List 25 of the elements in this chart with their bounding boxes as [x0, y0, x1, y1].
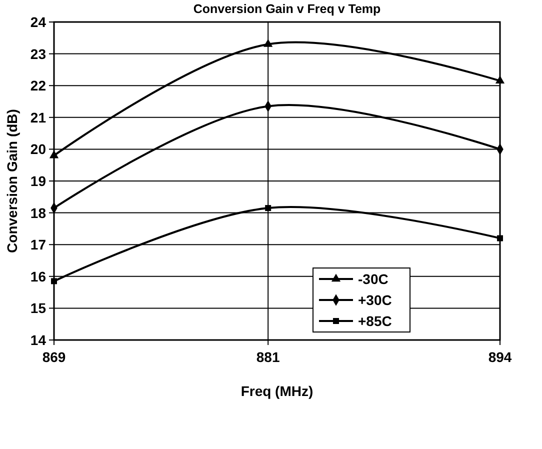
y-tick-label: 22: [30, 78, 46, 94]
x-axis-title: Freq (MHz): [240, 383, 314, 399]
y-tick-label: 14: [30, 332, 46, 348]
legend-label: +30C: [358, 292, 392, 308]
x-tick-label: 881: [256, 349, 280, 365]
legend-label: -30C: [358, 271, 388, 287]
point: [51, 278, 57, 284]
y-tick-label: 16: [30, 268, 46, 284]
y-tick-label: 15: [30, 300, 46, 316]
x-tick-label: 869: [42, 349, 66, 365]
y-tick-label: 23: [30, 46, 46, 62]
legend-label: +85C: [358, 313, 392, 329]
x-tick-label: 894: [488, 349, 512, 365]
point: [265, 205, 272, 212]
y-tick-label: 20: [30, 141, 46, 158]
y-tick-label: 24: [30, 14, 46, 30]
chart-title: Conversion Gain v Freq v Temp: [193, 2, 382, 16]
y-tick-label: 17: [30, 236, 46, 253]
y-tick-label: 19: [30, 173, 46, 189]
y-axis-title: Conversion Gain (dB): [4, 109, 20, 253]
y-tick-label: 18: [30, 204, 46, 221]
point: [264, 38, 273, 47]
point: [497, 235, 503, 242]
y-tick-label: 21: [30, 109, 46, 126]
point: [495, 76, 505, 84]
